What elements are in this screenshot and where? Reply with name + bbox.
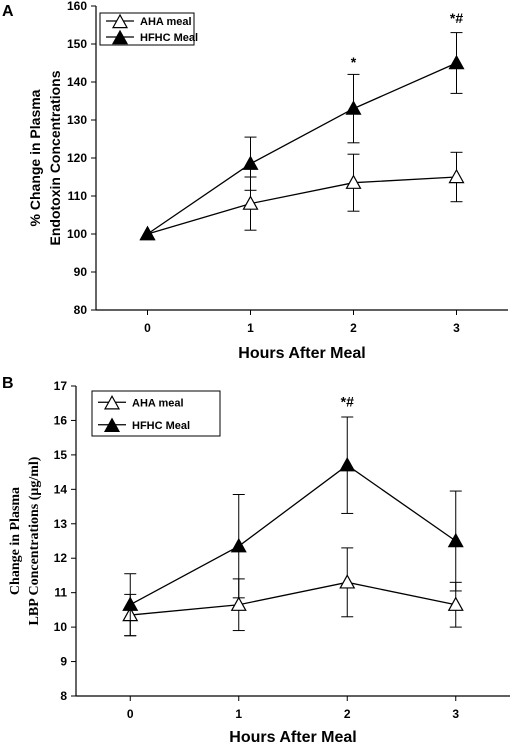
significance-annotation: * <box>351 54 357 70</box>
legend-label: HFHC Meal <box>140 32 198 44</box>
series-aha <box>122 547 464 637</box>
significance-annotation: *# <box>450 10 463 26</box>
y-tick-label: 160 <box>67 0 87 13</box>
x-tick-label: 2 <box>350 321 357 335</box>
legend-label: AHA meal <box>132 397 184 409</box>
data-point-marker <box>345 174 362 189</box>
y-axis-title-line: Endotoxin Concentrations <box>47 70 63 245</box>
y-tick-label: 15 <box>54 448 68 462</box>
data-point-marker <box>448 54 465 70</box>
series-line <box>130 581 456 616</box>
y-tick-label: 80 <box>74 303 88 317</box>
y-tick-label: 17 <box>54 379 68 393</box>
x-tick-label: 1 <box>247 321 254 335</box>
y-tick-label: 11 <box>54 586 67 600</box>
legend-label: AHA meal <box>140 16 192 28</box>
y-tick-label: 8 <box>60 689 67 703</box>
data-point-marker <box>242 195 259 210</box>
x-tick-label: 1 <box>235 707 242 721</box>
y-tick-label: 110 <box>68 189 88 203</box>
y-tick-label: 14 <box>54 482 68 496</box>
y-tick-label: 16 <box>54 413 68 427</box>
legend-swatch-marker <box>111 13 129 29</box>
panel-letter: A <box>2 3 14 20</box>
data-point-marker <box>339 456 356 472</box>
legend-swatch-marker <box>103 395 121 410</box>
data-point-marker <box>122 596 139 611</box>
y-axis-title-line: Change in Plasma <box>8 487 23 595</box>
x-tick-label: 0 <box>127 707 134 721</box>
series-line <box>129 464 457 606</box>
series-line <box>147 176 457 235</box>
x-tick-label: 3 <box>452 707 459 721</box>
y-tick-label: 140 <box>67 75 87 89</box>
series-aha <box>139 151 465 241</box>
legend-swatch-marker <box>111 29 129 45</box>
series-hfhc <box>139 32 465 241</box>
series-hfhc <box>122 416 464 637</box>
x-tick-label: 2 <box>344 707 351 721</box>
data-point-marker <box>447 596 464 611</box>
y-tick-label: 90 <box>74 265 88 279</box>
data-point-marker <box>230 537 247 553</box>
y-axis-title-line: LBP Concentrations (μg/ml) <box>27 456 42 625</box>
x-axis-title: Hours After Meal <box>229 729 356 746</box>
series-line <box>147 62 457 235</box>
data-point-marker <box>242 155 259 170</box>
significance-annotation: *# <box>341 394 354 410</box>
y-tick-label: 10 <box>54 620 68 634</box>
x-axis-title: Hours After Meal <box>238 345 365 362</box>
legend: AHA meal HFHC Meal <box>91 390 221 437</box>
legend-label: HFHC Meal <box>132 420 190 432</box>
data-point-marker <box>230 596 247 611</box>
y-tick-label: 13 <box>54 517 68 531</box>
panel-letter: B <box>2 375 14 392</box>
data-point-marker <box>345 100 362 115</box>
x-tick-label: 3 <box>453 321 460 335</box>
data-point-marker <box>139 225 156 241</box>
x-tick-label: 0 <box>144 321 151 335</box>
y-tick-label: 100 <box>67 227 87 241</box>
y-tick-label: 12 <box>54 551 68 565</box>
legend-swatch-marker <box>103 417 121 432</box>
data-point-marker <box>339 574 356 589</box>
data-point-marker <box>447 532 464 548</box>
y-tick-label: 150 <box>67 37 87 51</box>
chart-panel-a: A 80 90 100 110 120 130 140 150 160 0 1 2 3 Hours Afte… <box>2 0 508 362</box>
y-tick-label: 120 <box>67 151 87 165</box>
y-tick-label: 9 <box>60 655 67 669</box>
data-point-marker <box>448 168 465 184</box>
y-tick-label: 130 <box>67 113 87 127</box>
y-axis-title-line: % Change in Plasma <box>27 89 43 226</box>
legend: AHA meal HFHC Meal <box>99 12 198 46</box>
